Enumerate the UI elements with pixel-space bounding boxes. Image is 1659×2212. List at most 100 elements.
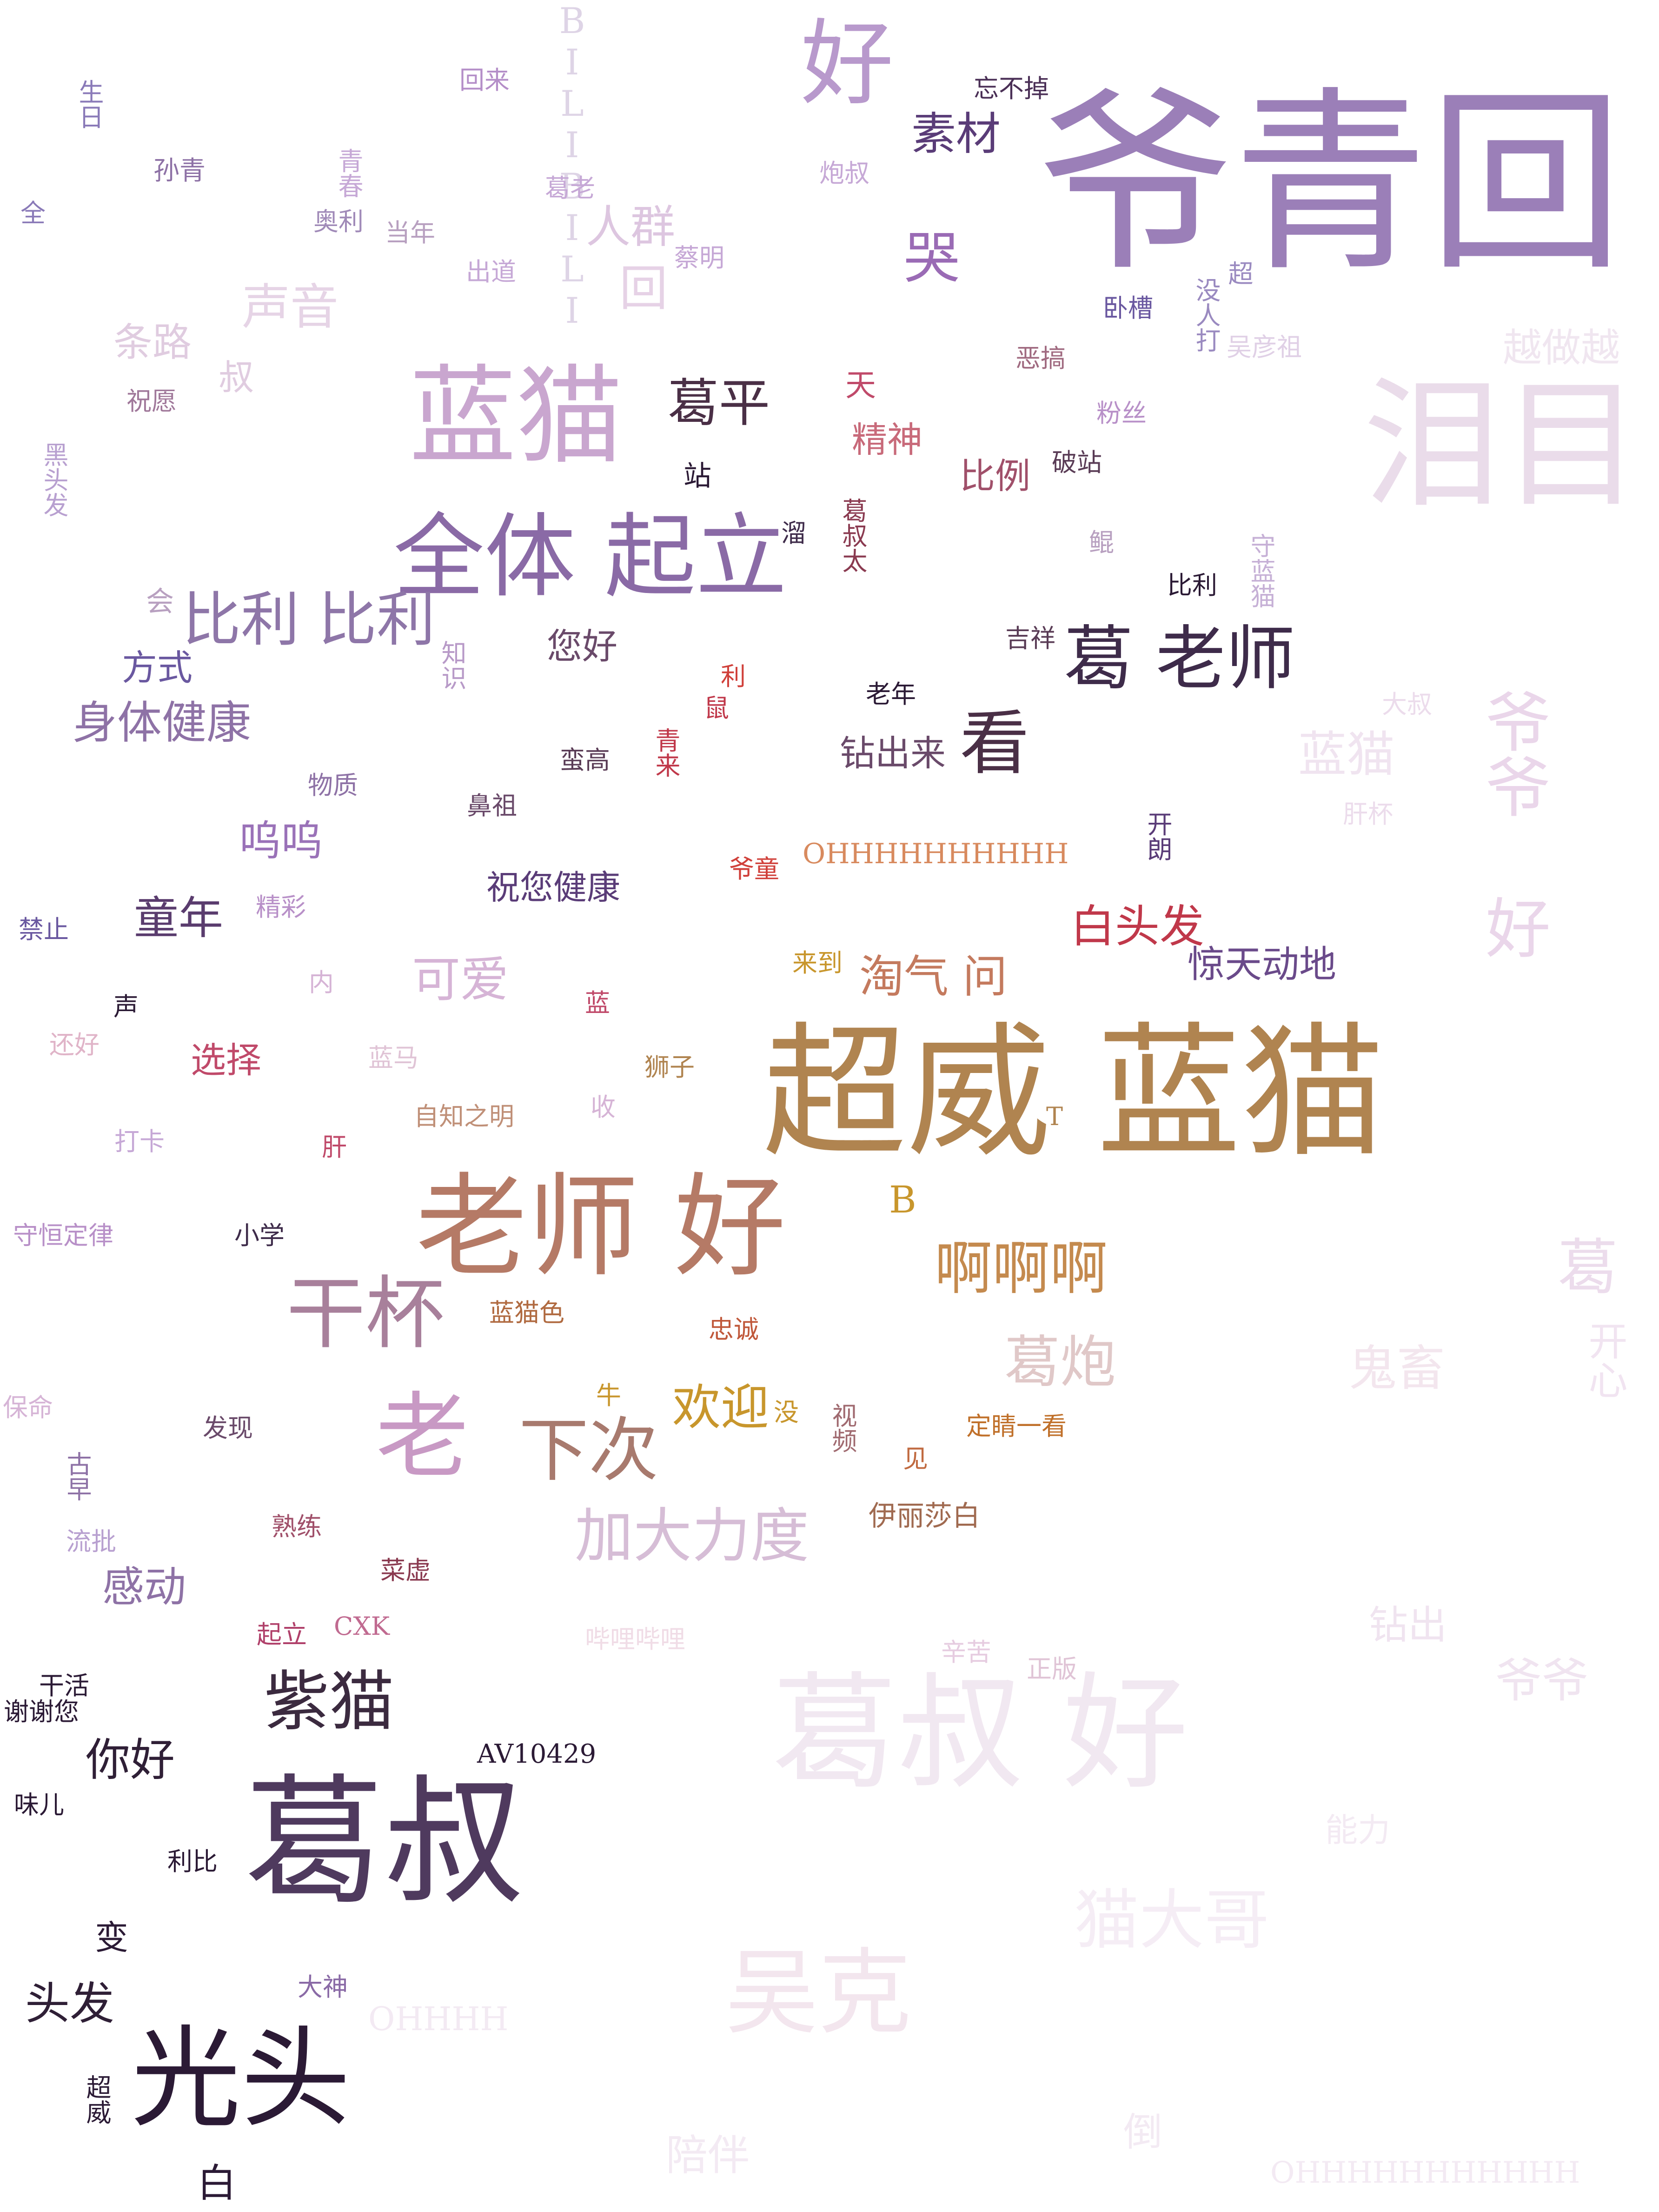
word-cloud-word: 陪伴	[666, 2131, 750, 2180]
word-cloud-word: 爷爷	[1495, 1653, 1588, 1708]
word-cloud-word: 大叔	[1382, 690, 1432, 719]
word-cloud-word: 溜	[781, 519, 806, 548]
word-cloud-word: 猫大哥	[1074, 1883, 1270, 1959]
word-cloud-word: 发现	[203, 1413, 253, 1443]
word-cloud-word: 打卡	[114, 1127, 165, 1156]
word-cloud-word: 惊天动地	[1188, 943, 1336, 986]
word-cloud-word: 葛	[1558, 1232, 1619, 1303]
word-cloud-word: 光头	[131, 2015, 351, 2143]
word-cloud-word: 啊啊啊	[935, 1235, 1108, 1302]
word-cloud-word: 叔	[219, 357, 254, 398]
word-cloud-word: 大神	[298, 1972, 348, 2002]
word-cloud-word: 紫猫	[264, 1664, 395, 1740]
word-cloud-word: 比例	[960, 455, 1030, 497]
word-cloud-word: 白	[197, 2160, 237, 2206]
word-cloud-word: 忠诚	[709, 1315, 759, 1344]
word-cloud-word: 条路	[113, 320, 192, 365]
word-cloud-word: 蓝猫	[1298, 726, 1395, 783]
word-cloud-word: 变	[95, 1918, 129, 1957]
word-cloud-word: 老年	[866, 680, 916, 709]
word-cloud-word: 看	[960, 703, 1030, 784]
word-cloud-word: OHHHH	[368, 2000, 509, 2038]
word-cloud-word: 古早	[62, 1451, 92, 1501]
word-cloud-word: 起立	[257, 1620, 307, 1649]
word-cloud-word: 卧槽	[1103, 293, 1153, 323]
word-cloud-word: 见	[903, 1444, 928, 1473]
word-cloud-word: 小学	[234, 1221, 285, 1250]
word-cloud-word: 超	[1224, 260, 1253, 286]
word-cloud-word: 比利 比利	[182, 586, 436, 654]
word-cloud-word: 流批	[66, 1527, 116, 1556]
word-cloud-word: 会	[146, 586, 174, 618]
word-cloud-word: 爷童	[729, 854, 779, 884]
word-cloud-word: 生日	[74, 79, 104, 129]
word-cloud-word: 声	[113, 992, 139, 1021]
word-cloud-word: 守恒定律	[13, 1221, 113, 1250]
word-cloud-word: 吴克	[725, 1939, 912, 2047]
word-cloud-word: 肝	[322, 1133, 347, 1162]
word-cloud-word: 牛	[596, 1381, 621, 1410]
word-cloud-word: 比利	[1167, 571, 1217, 600]
word-cloud-word: 辛苦	[941, 1638, 991, 1667]
word-cloud-word: 蓝猫	[409, 355, 624, 479]
word-cloud-word: B	[889, 1178, 916, 1221]
word-cloud-word: 干活	[39, 1671, 89, 1700]
word-cloud-word: 蓝马	[368, 1043, 418, 1073]
word-cloud-word: 开朗	[1143, 811, 1172, 861]
word-cloud-word: 忘不掉	[974, 74, 1049, 103]
word-cloud-word: 回来	[459, 66, 510, 95]
word-cloud-word: 老师 好	[416, 1162, 786, 1292]
word-cloud-word: 精神	[852, 419, 922, 460]
word-cloud-word: 吴彦祖	[1227, 333, 1302, 362]
word-cloud-word: 白头发	[1070, 900, 1204, 953]
word-cloud-word: 伊丽莎白	[869, 1500, 980, 1532]
word-cloud-word: 天	[845, 367, 876, 403]
word-cloud-word: 当年	[385, 218, 435, 247]
word-cloud-word: 好	[801, 10, 894, 118]
word-cloud-word: 收	[591, 1093, 616, 1122]
word-cloud-word: 守蓝猫	[1246, 533, 1275, 608]
word-cloud-word: CXK	[334, 1612, 390, 1641]
word-cloud-word: 定睛一看	[966, 1412, 1067, 1441]
word-cloud-word: 蓝猫色	[489, 1298, 564, 1327]
word-cloud-word: 内	[309, 968, 334, 997]
word-cloud-word: 声音	[242, 279, 339, 335]
word-cloud-word: 禁止	[19, 915, 69, 944]
word-cloud-word: 肝杯	[1343, 800, 1393, 829]
word-cloud-word: 童年	[134, 892, 223, 944]
word-cloud-word: 正版	[1027, 1654, 1077, 1684]
word-cloud-word: 欢迎	[672, 1379, 770, 1436]
word-cloud-word: 素材	[911, 108, 1001, 160]
word-cloud-word: 破站	[1052, 448, 1102, 477]
word-cloud-word: 淘气 问	[859, 951, 1008, 1003]
word-cloud-word: 您好	[547, 626, 617, 667]
word-cloud-word: 菜虚	[380, 1556, 431, 1585]
word-cloud-word: 没	[774, 1398, 799, 1427]
word-cloud-word: 站	[684, 460, 711, 493]
word-cloud-word: 加大力度	[575, 1502, 809, 1570]
word-cloud-word: 回	[619, 260, 668, 317]
word-cloud-word: 鬼畜	[1348, 1340, 1446, 1397]
word-cloud-word: 没人打	[1191, 277, 1221, 353]
word-cloud-word: 钻出来	[840, 733, 946, 774]
word-cloud-word: 倒	[1123, 2109, 1163, 2155]
word-cloud-word: 自知之明	[414, 1102, 514, 1131]
word-cloud-word: 全体 起立	[393, 504, 787, 610]
word-cloud-word: 泪目	[1362, 364, 1641, 526]
word-cloud-word: 祝愿	[126, 386, 177, 416]
word-cloud-word: 葛平	[668, 373, 770, 433]
word-cloud-word: 视频	[828, 1403, 857, 1453]
word-cloud-word: 头发	[25, 1978, 114, 2030]
word-cloud-word: OHHHHHHHHHH	[803, 838, 1069, 870]
word-cloud-word: 奥利	[313, 207, 364, 236]
word-cloud-word: T	[1046, 1102, 1063, 1131]
word-cloud-word: 吉祥	[1005, 624, 1055, 653]
word-cloud-word: 出道	[466, 257, 516, 286]
word-cloud-word: 还好	[49, 1030, 100, 1059]
word-cloud-word: 葛 老师	[1064, 619, 1295, 700]
word-cloud-word: 鲲	[1089, 528, 1114, 557]
word-cloud-word: 能力	[1325, 1811, 1390, 1849]
word-cloud-word: 钻出	[1369, 1602, 1447, 1648]
word-cloud-word: 知识	[437, 640, 466, 690]
